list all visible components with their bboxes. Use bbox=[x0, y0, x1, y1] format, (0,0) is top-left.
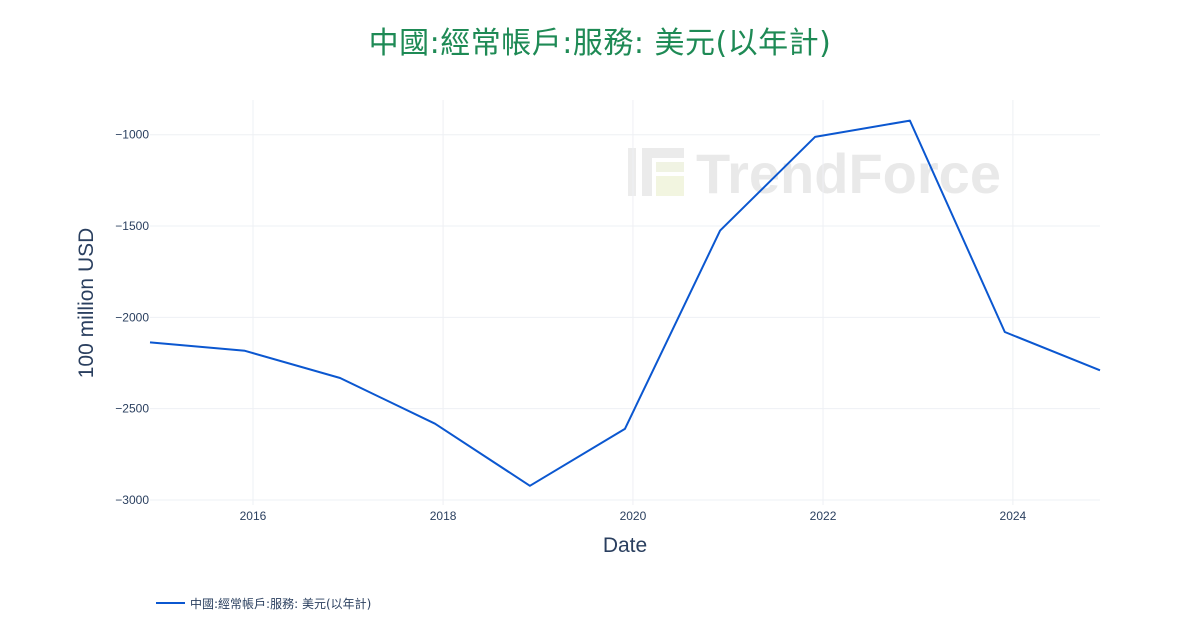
legend: 中國:經常帳戶:服務: 美元(以年計) bbox=[156, 596, 371, 611]
y-axis-title: 100 million USD bbox=[75, 228, 98, 379]
trendforce-logo-icon bbox=[628, 148, 684, 196]
watermark-text: TrendForce bbox=[696, 142, 1001, 205]
x-tick-label: 2024 bbox=[1000, 509, 1027, 523]
chart-title: 中國:經常帳戶:服務: 美元(以年計) bbox=[368, 26, 832, 61]
y-tick-label: −1000 bbox=[115, 128, 149, 142]
x-tick-label: 2018 bbox=[430, 509, 457, 523]
series-line bbox=[149, 119, 1101, 487]
x-tick-label: 2016 bbox=[240, 509, 267, 523]
legend-label: 中國:經常帳戶:服務: 美元(以年計) bbox=[190, 596, 371, 611]
x-tick-label: 2022 bbox=[810, 509, 837, 523]
trendforce-watermark: TrendForce bbox=[628, 142, 1001, 205]
x-axis-title: Date bbox=[603, 534, 647, 557]
x-tick-label: 2020 bbox=[620, 509, 647, 523]
y-tick-label: −2500 bbox=[115, 402, 149, 416]
y-tick-label: −3000 bbox=[115, 493, 149, 507]
y-tick-label: −1500 bbox=[115, 219, 149, 233]
y-tick-label: −2000 bbox=[115, 310, 149, 324]
